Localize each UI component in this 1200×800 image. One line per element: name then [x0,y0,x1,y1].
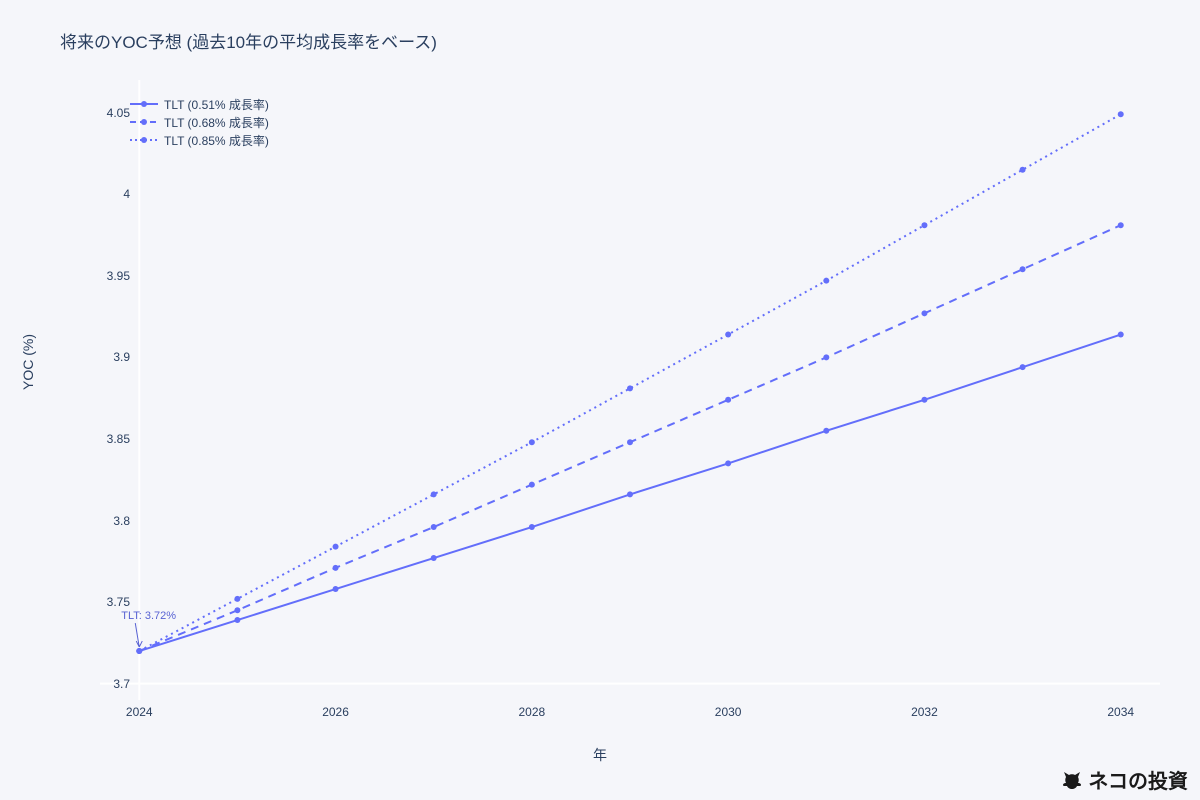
data-point[interactable] [529,482,535,488]
legend-swatch-solid [130,97,158,111]
data-point[interactable] [725,460,731,466]
chart-title: 将来のYOC予想 (過去10年の平均成長率をベース) [60,28,437,53]
y-tick: 3.8 [80,514,130,528]
cat-icon [1060,768,1084,792]
x-tick: 2026 [322,705,349,719]
data-point[interactable] [921,222,927,228]
legend-label: TLT (0.85% 成長率) [164,132,269,149]
y-tick: 3.7 [80,677,130,691]
y-tick: 4.05 [80,106,130,120]
plot-area: TLT: 3.72% [100,80,1160,700]
y-tick: 3.85 [80,432,130,446]
x-tick: 2034 [1107,705,1134,719]
x-tick: 2032 [911,705,938,719]
data-point[interactable] [431,555,437,561]
legend-label: TLT (0.51% 成長率) [164,96,269,113]
legend[interactable]: TLT (0.51% 成長率) TLT (0.68% 成長率) TLT (0.8… [130,95,269,149]
data-point[interactable] [725,332,731,338]
watermark: ネコの投資 [1060,765,1188,794]
legend-item-2[interactable]: TLT (0.68% 成長率) [130,113,269,131]
data-point[interactable] [823,428,829,434]
data-point[interactable] [725,397,731,403]
data-point[interactable] [431,524,437,530]
annotation-label: TLT: 3.72% [121,610,176,622]
data-point[interactable] [1118,332,1124,338]
data-point[interactable] [823,354,829,360]
data-point[interactable] [1118,111,1124,117]
data-point[interactable] [1020,167,1026,173]
data-point[interactable] [921,397,927,403]
legend-item-1[interactable]: TLT (0.51% 成長率) [130,95,269,113]
y-tick: 3.9 [80,350,130,364]
y-tick: 4 [80,187,130,201]
x-tick: 2024 [126,705,153,719]
data-point[interactable] [529,524,535,530]
data-point[interactable] [1118,222,1124,228]
y-tick: 3.95 [80,269,130,283]
data-point[interactable] [333,544,339,550]
data-point[interactable] [1020,364,1026,370]
legend-swatch-dashed [130,115,158,129]
data-point[interactable] [234,596,240,602]
data-point[interactable] [333,565,339,571]
data-point[interactable] [921,310,927,316]
legend-label: TLT (0.68% 成長率) [164,114,269,131]
data-point[interactable] [627,491,633,497]
y-tick: 3.75 [80,595,130,609]
data-point[interactable] [1020,266,1026,272]
legend-swatch-dotted [130,133,158,147]
data-point[interactable] [431,491,437,497]
data-point[interactable] [627,439,633,445]
data-point[interactable] [333,586,339,592]
data-point[interactable] [234,617,240,623]
data-point[interactable] [823,278,829,284]
y-axis-label: YOC (%) [20,334,36,390]
legend-item-3[interactable]: TLT (0.85% 成長率) [130,131,269,149]
x-axis-label: 年 [593,745,607,765]
watermark-text: ネコの投資 [1088,765,1188,794]
x-tick: 2030 [715,705,742,719]
series-line-1[interactable] [139,225,1120,651]
data-point[interactable] [136,648,142,654]
data-point[interactable] [627,385,633,391]
data-point[interactable] [234,607,240,613]
data-point[interactable] [529,439,535,445]
x-tick: 2028 [518,705,545,719]
